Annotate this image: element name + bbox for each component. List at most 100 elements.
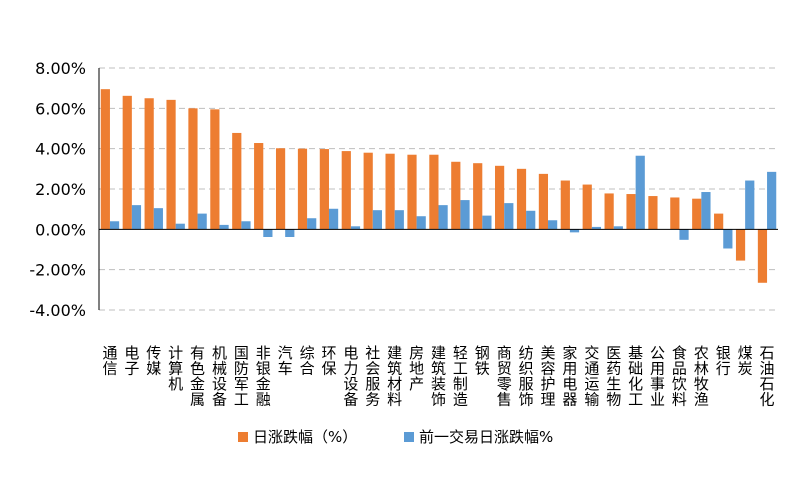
bar-daily	[757, 229, 768, 283]
bar-previous	[591, 226, 602, 230]
category-label-text: 银行	[716, 344, 731, 378]
bar-previous	[613, 226, 623, 230]
bar-daily	[144, 98, 154, 230]
category-label-text: 医药生物	[606, 344, 621, 409]
category-label-text: 基础化工	[628, 344, 643, 409]
bar-daily	[516, 168, 527, 230]
bar-previous	[109, 221, 120, 230]
bar-previous	[394, 210, 404, 230]
category-label-text: 机械设备	[212, 344, 227, 409]
bar-previous	[285, 229, 295, 237]
legend-label: 前一交易日涨跌幅%	[419, 428, 553, 446]
category-label-text: 通信	[102, 344, 117, 378]
bar-previous	[219, 224, 229, 230]
bar-previous	[745, 180, 755, 230]
bar-daily	[210, 109, 220, 230]
bar-previous	[416, 216, 426, 230]
y-tick-label: -4.00%	[29, 301, 86, 320]
category-label-text: 电力设备	[343, 344, 358, 409]
bar-previous	[241, 221, 251, 230]
bar-previous	[767, 171, 777, 230]
bar-daily	[385, 153, 395, 230]
bar-daily	[363, 152, 373, 230]
category-label-text: 石油石化	[760, 344, 775, 409]
bar-previous	[679, 229, 689, 240]
category-label-text: 钢铁	[475, 344, 490, 378]
y-tick-label: 0.00%	[35, 220, 86, 239]
bar-daily	[297, 148, 308, 230]
bar-previous	[263, 229, 273, 237]
bar-previous	[548, 220, 558, 230]
category-label-text: 计算机	[168, 344, 183, 393]
y-axis-tick-labels: 8.00% 6.00% 4.00% 2.00% 0.00% -2.00% -4.00%	[29, 59, 86, 320]
category-label-text: 煤炭	[738, 344, 753, 378]
bar-previous	[153, 208, 163, 230]
category-label-text: 商贸零售	[497, 344, 512, 409]
category-label-text: 轻工制造	[453, 344, 468, 409]
bar-daily	[275, 148, 286, 230]
bar-daily	[319, 149, 329, 230]
category-label-text: 纺织服饰	[519, 344, 534, 409]
bar-daily	[670, 197, 680, 230]
category-label-text: 电子	[124, 344, 139, 378]
bar-previous	[350, 226, 361, 230]
bar-daily	[626, 194, 636, 230]
category-label-text: 传媒	[146, 344, 161, 378]
bar-daily	[232, 132, 242, 230]
category-label-text: 美容护理	[541, 344, 556, 409]
bars	[100, 89, 777, 283]
bar-daily	[188, 108, 198, 230]
legend: 日涨跌幅（%） 前一交易日涨跌幅%	[238, 428, 553, 446]
category-label-text: 汽车	[278, 344, 293, 378]
bar-previous	[175, 223, 185, 230]
bar-daily	[604, 193, 614, 230]
bar-daily	[341, 151, 351, 230]
bar-daily	[473, 163, 483, 230]
y-tick-label: 6.00%	[35, 99, 86, 118]
legend-label: 日涨跌幅（%）	[253, 428, 357, 446]
bar-daily	[122, 95, 132, 230]
category-label-text: 综合	[300, 344, 315, 378]
bar-previous	[372, 210, 382, 230]
bar-daily	[254, 143, 264, 230]
legend-swatch	[404, 432, 414, 442]
y-tick-label: 4.00%	[35, 140, 86, 159]
bar-daily	[451, 161, 461, 230]
category-label-text: 房地产	[409, 344, 424, 393]
category-label-text: 社会服务	[365, 344, 380, 409]
category-label-text: 环保	[321, 344, 336, 378]
category-label-text: 交通运输	[584, 344, 599, 409]
category-label-text: 家用电器	[562, 344, 577, 409]
bar-previous	[131, 205, 142, 230]
bar-previous	[569, 229, 580, 233]
bar-daily	[560, 180, 570, 230]
bar-daily	[692, 198, 702, 230]
bar-daily	[648, 196, 658, 230]
bar-daily	[582, 184, 592, 230]
bar-previous	[635, 155, 645, 230]
category-label-text: 农林牧渔	[694, 344, 709, 409]
bar-daily	[538, 173, 549, 230]
bar-previous	[307, 218, 317, 230]
category-label-text: 食品饮料	[672, 344, 687, 409]
bar-previous	[482, 215, 492, 230]
legend-swatch	[238, 432, 248, 442]
bar-previous	[460, 200, 470, 230]
bar-daily	[407, 154, 417, 230]
category-labels: 通信电子传媒计算机有色金属机械设备国防军工非银金融汽车综合环保电力设备社会服务建…	[102, 344, 774, 409]
category-label-text: 国防军工	[234, 344, 249, 409]
bar-previous	[504, 203, 514, 230]
category-label-text: 公用事业	[650, 344, 665, 409]
bar-previous	[723, 229, 733, 249]
bar-daily	[429, 154, 439, 230]
category-label-text: 建筑材料	[387, 344, 402, 409]
bar-previous	[701, 192, 711, 230]
category-label-text: 非银金融	[256, 344, 271, 409]
bar-previous	[438, 205, 448, 230]
bar-daily	[735, 229, 746, 261]
y-tick-label: 8.00%	[35, 59, 86, 78]
y-tick-label: 2.00%	[35, 180, 86, 199]
bar-previous	[197, 213, 207, 230]
bar-daily	[714, 213, 724, 230]
